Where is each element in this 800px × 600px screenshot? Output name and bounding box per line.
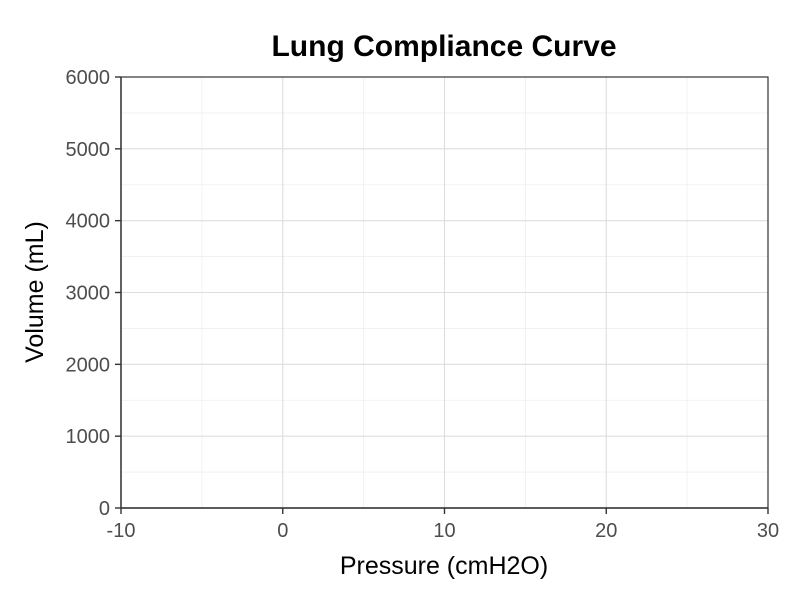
y-tick-label: 0	[99, 498, 110, 520]
y-tick-label: 5000	[66, 139, 111, 161]
chart-title: Lung Compliance Curve	[271, 30, 616, 63]
x-axis-title: Pressure (cmH2O)	[340, 552, 548, 580]
y-tick-label: 6000	[66, 67, 111, 89]
x-tick-label: 30	[757, 520, 779, 542]
x-tick-label: -10	[107, 520, 136, 542]
y-tick-label: 1000	[66, 426, 111, 448]
y-tick-label: 4000	[66, 211, 111, 233]
x-tick-label: 10	[433, 520, 455, 542]
x-tick-label: 0	[277, 520, 288, 542]
y-axis-title: Volume (mL)	[21, 221, 49, 363]
y-tick-label: 2000	[66, 354, 111, 376]
y-axis-ticks: 0 1000 2000 3000 4000 5000 6000	[66, 67, 121, 520]
x-tick-label: 20	[595, 520, 617, 542]
x-axis-ticks: -10 0 10 20 30	[107, 508, 779, 542]
y-tick-label: 3000	[66, 283, 111, 305]
